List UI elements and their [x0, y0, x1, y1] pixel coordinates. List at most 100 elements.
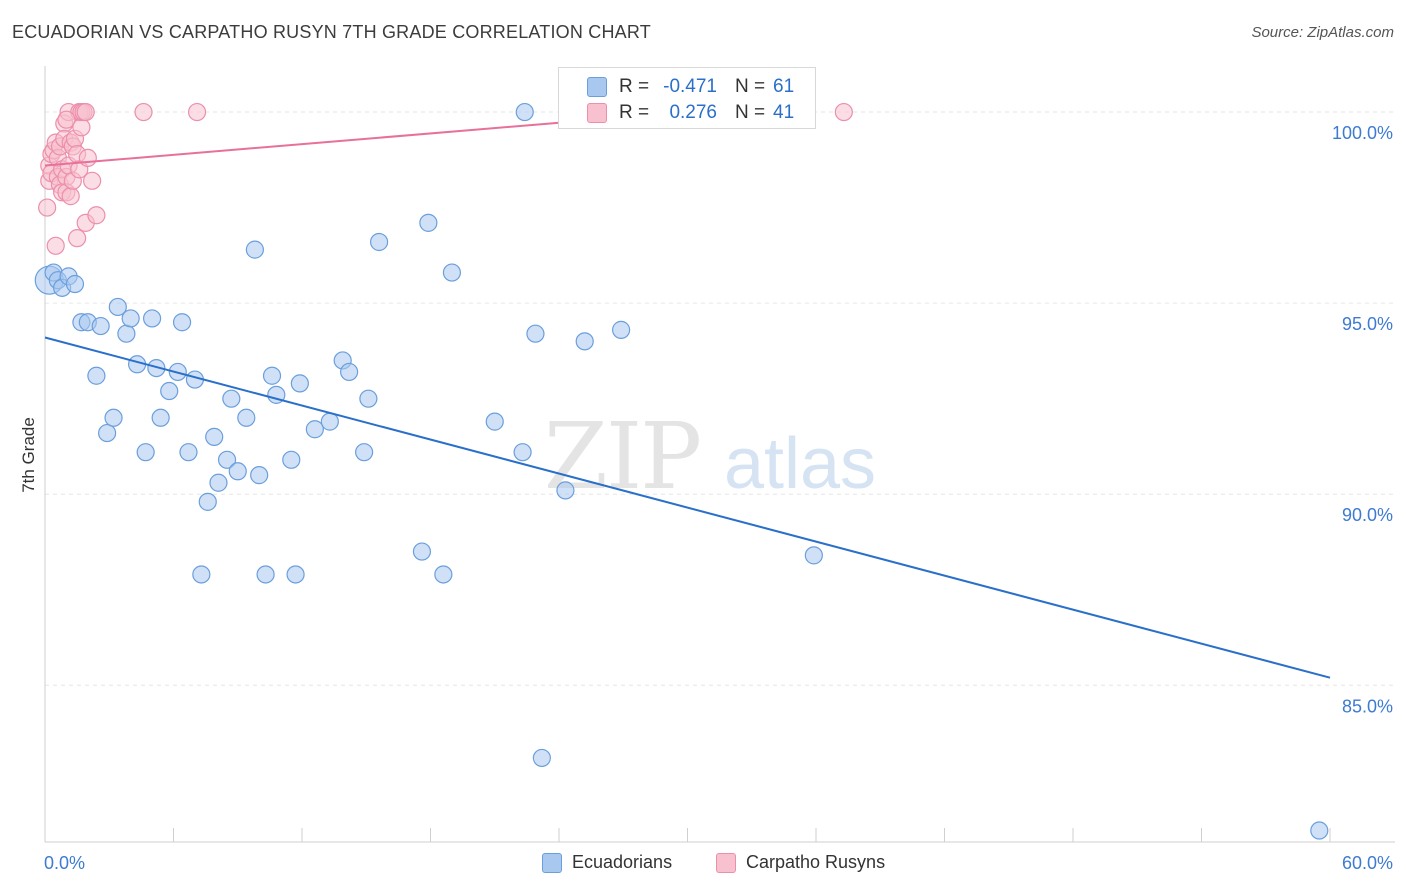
n-label: N =: [735, 76, 766, 97]
point-ecuadorians: [282, 450, 301, 469]
data-points: [34, 102, 1329, 840]
point-ecuadorians: [612, 320, 631, 339]
point-carpatho-rusyns: [61, 187, 80, 206]
point-carpatho-rusyns: [68, 229, 87, 248]
point-ecuadorians: [217, 450, 237, 469]
watermark: ZIP atlas: [544, 403, 876, 510]
point-ecuadorians: [256, 565, 275, 584]
correlation-stats-box: R = -0.471 N = 61 R = 0.276 N = 41: [558, 67, 816, 129]
point-carpatho-rusyns: [134, 102, 153, 122]
point-ecuadorians: [359, 389, 378, 408]
point-ecuadorians: [151, 408, 170, 427]
r-label: R =: [619, 102, 650, 123]
source-label: Source: ZipAtlas.com: [1251, 24, 1394, 41]
point-ecuadorians: [91, 316, 110, 336]
point-ecuadorians: [370, 232, 389, 252]
point-carpatho-rusyns: [83, 171, 102, 190]
point-ecuadorians: [117, 324, 136, 343]
point-carpatho-rusyns: [834, 102, 853, 122]
legend-label: Carpatho Rusyns: [746, 852, 886, 872]
watermark-atlas: atlas: [724, 424, 876, 504]
point-ecuadorians: [340, 362, 359, 382]
point-ecuadorians: [355, 443, 374, 462]
gridlines: [45, 111, 1395, 686]
n-value: 61: [773, 76, 795, 97]
r-label: R =: [619, 76, 650, 97]
point-ecuadorians: [98, 423, 117, 443]
point-ecuadorians: [556, 481, 575, 500]
point-ecuadorians: [147, 358, 166, 378]
point-ecuadorians: [237, 408, 256, 427]
point-ecuadorians: [245, 240, 264, 259]
stats-swatch-ecuadorians: [587, 77, 607, 97]
chart-title: ECUADORIAN VS CARPATHO RUSYN 7TH GRADE C…: [12, 22, 651, 42]
point-ecuadorians: [305, 420, 324, 439]
point-ecuadorians: [485, 412, 504, 431]
point-ecuadorians: [532, 748, 551, 768]
point-ecuadorians: [205, 427, 224, 446]
point-ecuadorians: [575, 332, 594, 351]
point-ecuadorians: [434, 565, 453, 584]
y-tick-label: 85.0%: [1342, 696, 1393, 716]
point-ecuadorians: [160, 381, 179, 401]
point-carpatho-rusyns: [76, 102, 95, 122]
point-ecuadorians: [179, 443, 198, 462]
legend-swatch-carpatho-rusyns: [716, 852, 736, 873]
axis-labels: 85.0% 90.0% 95.0% 100.0% 0.0% 60.0% 7th Grade: [19, 123, 1393, 873]
stats-swatch-carpatho-rusyns: [587, 103, 607, 123]
point-carpatho-rusyns: [187, 102, 207, 122]
point-carpatho-rusyns: [72, 118, 91, 137]
point-ecuadorians: [121, 309, 140, 328]
point-ecuadorians: [320, 412, 339, 431]
axes: [44, 66, 1395, 843]
point-ecuadorians: [222, 389, 241, 408]
point-ecuadorians: [198, 492, 217, 511]
point-ecuadorians: [290, 374, 309, 393]
legend-label: Ecuadorians: [572, 852, 673, 872]
point-ecuadorians: [250, 466, 269, 485]
stats-row-carpatho-rusyns: R = 0.276 N = 41: [559, 100, 817, 126]
y-axis-label: 7th Grade: [19, 417, 38, 493]
n-label: N =: [735, 102, 766, 123]
point-carpatho-rusyns: [78, 148, 97, 168]
r-value: 0.276: [669, 102, 717, 123]
point-ecuadorians: [515, 102, 534, 122]
point-ecuadorians: [192, 565, 211, 584]
x-tick-label-min: 0.0%: [44, 853, 85, 873]
x-tick-label-max: 60.0%: [1342, 853, 1393, 873]
point-ecuadorians: [104, 408, 123, 427]
y-tick-label: 90.0%: [1342, 505, 1393, 525]
stats-row-ecuadorians: R = -0.471 N = 61: [559, 74, 817, 100]
point-ecuadorians: [412, 542, 432, 561]
n-value: 41: [773, 102, 795, 123]
point-ecuadorians: [136, 443, 155, 462]
point-ecuadorians: [108, 297, 127, 317]
point-carpatho-rusyns: [57, 110, 76, 129]
y-tick-label: 95.0%: [1342, 314, 1393, 334]
point-carpatho-rusyns: [38, 198, 57, 217]
point-ecuadorians: [228, 462, 247, 481]
point-carpatho-rusyns: [87, 206, 106, 225]
point-ecuadorians: [172, 313, 192, 332]
legend-item-ecuadorians[interactable]: Ecuadorians: [542, 852, 672, 873]
point-ecuadorians: [87, 366, 106, 385]
point-ecuadorians: [286, 565, 305, 584]
point-ecuadorians: [65, 274, 85, 294]
point-carpatho-rusyns: [46, 236, 65, 255]
y-tick-label: 100.0%: [1332, 123, 1393, 143]
r-value: -0.471: [663, 76, 717, 97]
legend: Ecuadorians Carpatho Rusyns: [0, 852, 1406, 878]
trend-line-ecuadorians: [44, 336, 1331, 679]
point-ecuadorians: [142, 309, 162, 328]
legend-swatch-ecuadorians: [542, 852, 562, 873]
point-ecuadorians: [804, 546, 823, 565]
point-ecuadorians: [1310, 821, 1329, 840]
point-ecuadorians: [209, 473, 228, 492]
point-ecuadorians: [419, 213, 438, 232]
point-ecuadorians: [513, 443, 532, 462]
point-ecuadorians: [262, 366, 282, 385]
legend-item-carpatho-rusyns[interactable]: Carpatho Rusyns: [716, 852, 885, 873]
point-ecuadorians: [526, 324, 545, 343]
point-ecuadorians: [442, 263, 462, 282]
